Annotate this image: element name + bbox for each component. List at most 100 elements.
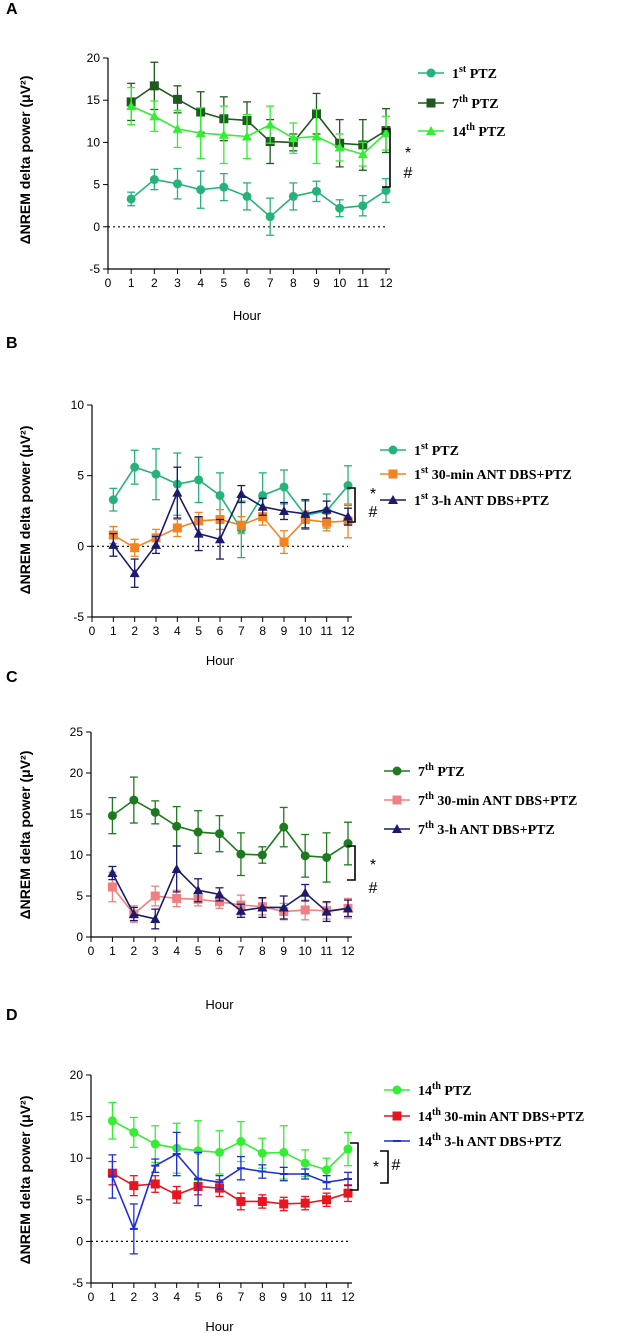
x-tick-label: 7 — [238, 624, 245, 638]
data-point — [242, 131, 252, 141]
legend-label: 7th PTZ — [418, 762, 465, 780]
legend-label-sup: th — [432, 1081, 441, 1092]
y-tick-label: 20 — [70, 766, 84, 780]
y-tick-label: 15 — [70, 1110, 84, 1124]
data-point — [193, 827, 203, 837]
data-point — [172, 821, 182, 831]
data-point — [236, 849, 246, 859]
data-point — [150, 891, 160, 901]
legend-label-sup: th — [432, 1132, 441, 1143]
legend-label-main: 1 — [414, 494, 421, 509]
x-tick-label: 12 — [379, 276, 393, 290]
significance-bracket — [347, 487, 356, 523]
legend-label-rest: PTZ — [466, 67, 497, 82]
data-point — [236, 489, 247, 499]
data-point — [215, 829, 224, 839]
y-tick-label: -5 — [72, 1276, 83, 1290]
x-tick-label: 10 — [333, 276, 347, 290]
legend-marker — [392, 795, 402, 805]
legend-label-rest: 3-h ANT DBS+PTZ — [441, 1135, 562, 1150]
data-point — [107, 882, 117, 892]
data-point — [257, 1196, 267, 1206]
x-tick-label: 4 — [174, 624, 181, 638]
data-point — [193, 528, 204, 538]
significance-star: * — [370, 857, 376, 874]
significance-hash: # — [369, 880, 378, 897]
data-point — [195, 128, 206, 138]
data-point — [300, 851, 310, 861]
data-point — [129, 795, 139, 805]
x-tick-label: 6 — [216, 944, 223, 958]
legend-marker — [426, 98, 436, 108]
legend-marker — [388, 445, 398, 455]
data-point — [218, 129, 229, 139]
data-point — [265, 119, 276, 129]
legend-marker — [392, 1111, 402, 1121]
data-point — [130, 462, 140, 472]
data-point — [322, 1195, 332, 1205]
x-tick-label: 2 — [130, 944, 137, 958]
data-point — [335, 203, 345, 213]
legend-label: 1st PTZ — [414, 441, 459, 459]
legend-label-rest: 30-min ANT DBS+PTZ — [441, 1110, 584, 1125]
y-tick-label: 5 — [77, 469, 84, 483]
data-point — [172, 487, 183, 497]
data-point — [343, 903, 353, 913]
x-tick-label: 1 — [109, 1290, 116, 1304]
y-tick-label: 15 — [70, 807, 84, 821]
x-tick-label: 6 — [244, 276, 251, 290]
data-point — [107, 1116, 117, 1126]
x-tick-label: 7 — [267, 276, 274, 290]
x-tick-label: 0 — [105, 276, 112, 290]
legend-label-rest: 3-h ANT DBS+PTZ — [428, 494, 549, 509]
y-tick-label: 0 — [76, 1234, 83, 1248]
series-1 — [126, 167, 391, 236]
x-tick-label: 11 — [320, 1290, 333, 1304]
data-point — [357, 149, 368, 159]
legend-label-sup: st — [421, 465, 429, 476]
series-3 — [107, 845, 353, 930]
y-tick-label: 10 — [87, 135, 101, 149]
data-point — [172, 523, 182, 533]
legend-marker — [392, 766, 402, 776]
data-point — [194, 475, 204, 485]
legend-label-sup: th — [425, 791, 434, 802]
legend-label: 14th PTZ — [418, 1081, 472, 1099]
data-point — [172, 123, 183, 133]
x-tick-label: 8 — [259, 1290, 266, 1304]
x-tick-label: 12 — [341, 1290, 355, 1304]
legend-label-rest: 30-min ANT DBS+PTZ — [428, 468, 571, 483]
data-point — [173, 179, 182, 189]
x-tick-label: 10 — [298, 1290, 312, 1304]
legend-label-sup: th — [432, 1107, 441, 1118]
legend-marker — [392, 1085, 402, 1095]
legend-marker — [426, 68, 436, 78]
x-axis-title: Hour — [205, 997, 234, 1012]
x-tick-label: 2 — [130, 1290, 137, 1304]
legend-label-main: 14 — [418, 1135, 432, 1150]
legend-marker — [388, 495, 398, 504]
series-line — [130, 178, 387, 218]
legend-label-main: 7 — [452, 97, 459, 112]
series-3 — [108, 466, 353, 588]
legend-label-sup: st — [421, 441, 429, 452]
data-point — [265, 212, 275, 222]
series-line — [111, 886, 349, 916]
x-tick-label: 2 — [131, 624, 138, 638]
x-axis-title: Hour — [205, 1319, 234, 1334]
x-tick-label: 8 — [290, 276, 297, 290]
data-point — [171, 863, 182, 873]
y-tick-label: 10 — [70, 848, 84, 862]
data-point — [150, 1139, 160, 1149]
significance-bracket-outer — [380, 1150, 389, 1184]
data-point — [288, 133, 299, 143]
legend-label: 1st 3-h ANT DBS+PTZ — [414, 491, 549, 509]
data-point — [151, 469, 161, 479]
data-point — [279, 482, 289, 492]
data-point — [288, 191, 298, 201]
x-tick-label: 5 — [195, 624, 202, 638]
x-tick-label: 4 — [197, 276, 204, 290]
x-tick-label: 0 — [88, 1290, 95, 1304]
